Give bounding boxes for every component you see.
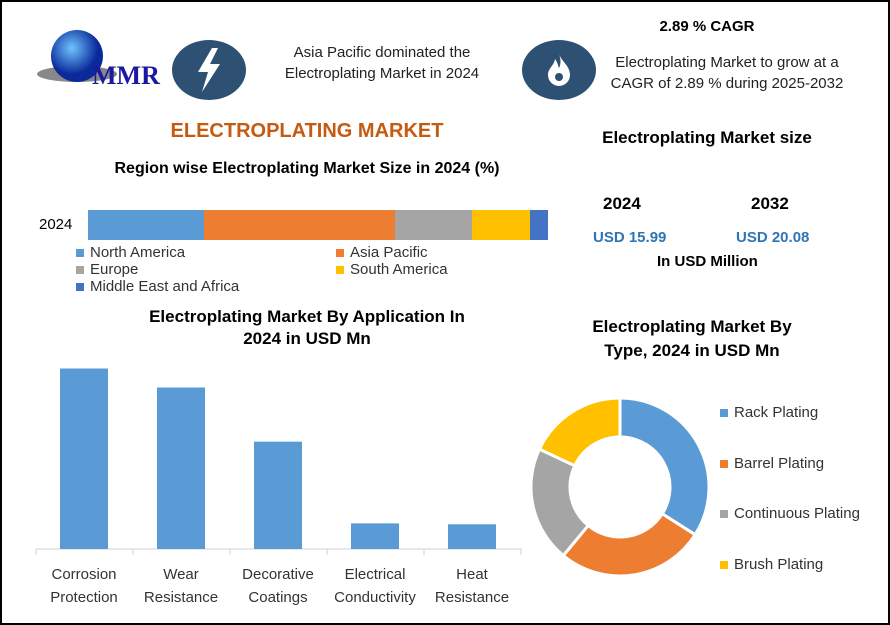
legend-swatch xyxy=(720,510,728,518)
legend-swatch xyxy=(336,248,344,257)
mmr-logo: MMR xyxy=(32,24,172,94)
region-note: Asia Pacific dominated the Electroplatin… xyxy=(284,44,480,82)
legend-label: North America xyxy=(90,244,186,261)
legend-item: Rack Plating xyxy=(720,404,860,455)
legend-swatch xyxy=(720,459,728,468)
legend-item: North America xyxy=(76,244,336,261)
legend-label: Continuous Plating xyxy=(734,505,860,522)
bar xyxy=(157,387,205,549)
x-tick-label: Coatings xyxy=(248,589,307,606)
legend-item: Europe xyxy=(76,261,336,278)
legend-label: Rack Plating xyxy=(734,404,819,421)
donut-slice xyxy=(618,396,711,537)
bar xyxy=(351,523,399,549)
x-tick-label: Resistance xyxy=(144,589,218,606)
x-tick-label: Conductivity xyxy=(334,589,416,606)
x-tick-label: Resistance xyxy=(435,589,509,606)
year-2024: 2024 xyxy=(603,194,641,213)
legend-swatch xyxy=(720,409,728,417)
stack-segment-north-america xyxy=(88,210,204,240)
legend-item: Middle East and Africa xyxy=(76,278,336,295)
x-tick-label: Electrical xyxy=(345,566,406,583)
type-chart-title: Electroplating Market By Type, 2024 in U… xyxy=(592,317,792,360)
x-tick-label: Heat xyxy=(456,566,489,583)
page-title: ELECTROPLATING MARKET xyxy=(170,120,444,142)
bar xyxy=(448,524,496,549)
cagr-note: Electroplating Market to grow at a CAGR … xyxy=(610,54,844,92)
legend-item: Asia Pacific xyxy=(336,244,536,261)
legend-item: Brush Plating xyxy=(720,556,860,607)
stacked-bar xyxy=(88,210,548,240)
stack-segment-asia-pacific xyxy=(203,210,395,240)
legend-item: South America xyxy=(336,261,536,278)
legend-item: Continuous Plating xyxy=(720,505,860,556)
legend-label: Brush Plating xyxy=(734,555,824,573)
year-2032: 2032 xyxy=(751,194,789,213)
stack-segment-south-america xyxy=(471,210,530,240)
x-tick-label: Decorative xyxy=(242,566,314,583)
svg-text:MMR: MMR xyxy=(92,61,160,90)
stack-segment-europe xyxy=(394,210,472,240)
x-tick-label: Protection xyxy=(50,589,118,606)
legend-label: Asia Pacific xyxy=(350,244,428,261)
value-2024: USD 15.99 xyxy=(593,229,667,246)
unit-label: In USD Million xyxy=(657,253,758,270)
legend-swatch xyxy=(76,282,84,291)
x-tick-label: Corrosion xyxy=(51,566,116,583)
legend-label: South America xyxy=(350,261,448,278)
region-year-label: 2024 xyxy=(39,216,73,233)
legend-swatch xyxy=(76,265,84,274)
cagr-title: 2.89 % CAGR xyxy=(659,18,755,35)
stack-segment-middle-east-and-africa xyxy=(529,210,548,240)
legend-label: Europe xyxy=(90,261,139,278)
region-legend: North America Asia Pacific Europe South Ame… xyxy=(76,244,536,295)
legend-swatch xyxy=(720,560,728,569)
application-chart-title: Electroplating Market By Application In … xyxy=(149,307,465,348)
legend-item: Barrel Plating xyxy=(720,455,860,506)
lightning-icon xyxy=(172,40,246,100)
application-bar-chart: Corrosion Protection Wear Resistance Decorat… xyxy=(35,368,522,606)
type-legend: Rack Plating Barrel Plating Continuous Pla… xyxy=(720,404,860,606)
bar xyxy=(254,441,302,549)
market-size-title: Electroplating Market size xyxy=(602,128,812,147)
flame-icon xyxy=(522,40,596,100)
value-2032: USD 20.08 xyxy=(736,229,810,246)
region-chart-title: Region wise Electroplating Market Size i… xyxy=(114,160,500,177)
legend-swatch xyxy=(76,248,84,257)
legend-label: Middle East and Africa xyxy=(90,278,240,295)
donut-slice xyxy=(561,511,698,578)
legend-label: Barrel Plating xyxy=(734,454,825,472)
bar xyxy=(60,368,108,549)
legend-swatch xyxy=(336,265,344,274)
x-tick-label: Wear xyxy=(163,566,199,583)
type-donut-chart xyxy=(529,396,711,578)
donut-slice xyxy=(537,396,622,468)
